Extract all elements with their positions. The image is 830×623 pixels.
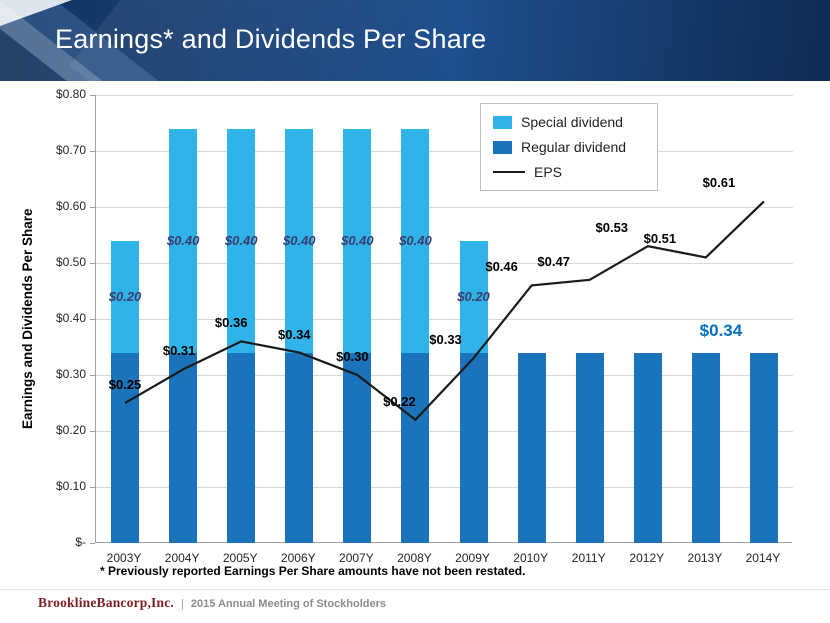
footer-separator: |: [180, 598, 184, 610]
x-tick-label: 2012Y: [629, 551, 665, 565]
x-tick-label: 2008Y: [397, 551, 432, 565]
regular-dividend-bar: [459, 352, 488, 543]
y-tick-label: $0.60: [55, 199, 86, 213]
special-dividend-label: $0.40: [399, 232, 432, 248]
y-tick-label: $-: [75, 535, 86, 549]
gridline: [96, 95, 793, 96]
y-tick-mark: [90, 431, 95, 432]
gridline: [96, 263, 793, 264]
gridline: [96, 487, 793, 488]
regular-dividend-swatch-icon: [493, 140, 512, 154]
regular-dividend-bar: [169, 352, 198, 543]
plot-area: $0.20 $0.40 $0.40 $0.40 $0.40 $0.40 $0.20 $0.25…: [95, 95, 793, 543]
special-dividend-label: $0.40: [283, 232, 316, 248]
gridline: [96, 151, 793, 152]
x-tick-label: 2010Y: [513, 551, 548, 565]
legend-item-regular-dividend: Regular dividend: [493, 139, 645, 155]
regular-dividend-bar: [749, 352, 778, 543]
x-tick-label: 2005Y: [222, 551, 258, 565]
eps-point-label: $0.51: [643, 231, 677, 247]
x-tick-label: 2013Y: [687, 551, 723, 565]
y-tick-label: $0.70: [55, 143, 86, 157]
footer-divider: [0, 589, 830, 590]
special-dividend-swatch-icon: [493, 115, 512, 129]
page-title: Earnings* and Dividends Per Share: [55, 24, 487, 54]
eps-point-label: $0.25: [108, 377, 142, 392]
eps-point-label: $0.22: [383, 393, 416, 409]
y-tick-mark: [90, 319, 95, 320]
y-tick-mark: [90, 543, 95, 544]
dividend-callout: $0.34: [699, 320, 743, 340]
x-tick-label: 2009Y: [455, 551, 490, 565]
regular-dividend-bar: [343, 352, 372, 543]
y-tick-label: $0.10: [55, 479, 86, 493]
special-dividend-label: $0.20: [108, 288, 142, 304]
regular-dividend-bar: [285, 352, 314, 543]
legend-label-eps: EPS: [534, 164, 563, 180]
regular-dividend-bar: [575, 352, 604, 543]
special-dividend-label: $0.40: [166, 232, 200, 248]
legend-label-regular: Regular dividend: [521, 139, 627, 155]
gridline: [96, 431, 793, 432]
x-tick-label: 2007Y: [339, 551, 374, 565]
y-tick-mark: [90, 151, 95, 152]
special-dividend-label: $0.20: [457, 288, 490, 304]
eps-point-label: $0.61: [702, 175, 736, 191]
y-tick-label: $0.80: [55, 87, 86, 101]
footer-text: 2015 Annual Meeting of Stockholders: [190, 598, 387, 610]
legend-item-eps: EPS: [493, 164, 645, 180]
eps-point-label: $0.36: [214, 315, 248, 331]
eps-point-label: $0.30: [336, 349, 369, 364]
eps-point-label: $0.31: [162, 343, 196, 359]
y-tick-label: $0.20: [55, 423, 86, 437]
gridline: [96, 207, 793, 208]
x-tick-label: 2003Y: [106, 551, 142, 565]
special-dividend-label: $0.40: [224, 232, 258, 248]
regular-dividend-bar: [401, 352, 430, 543]
x-tick-label: 2004Y: [164, 551, 200, 565]
x-tick-label: 2011Y: [571, 551, 606, 565]
slide-header: Earnings* and Dividends Per Share: [0, 0, 830, 81]
legend-item-special-dividend: Special dividend: [493, 114, 645, 130]
eps-point-label: $0.47: [537, 253, 570, 269]
regular-dividend-bar: [691, 352, 720, 543]
regular-dividend-bar: [517, 352, 546, 543]
x-tick-label: 2006Y: [280, 551, 316, 565]
x-tick-label: 2014Y: [745, 551, 781, 565]
eps-line-swatch-icon: [493, 171, 525, 173]
regular-dividend-bar: [633, 352, 662, 543]
slide-footer: BrooklineBancorp,Inc. | 2015 Annual Meet…: [38, 595, 386, 611]
eps-point-label: $0.33: [429, 332, 462, 348]
gridline: [96, 375, 793, 376]
y-tick-mark: [90, 95, 95, 96]
footnote: * Previously reported Earnings Per Share…: [100, 564, 526, 578]
regular-dividend-bar: [227, 352, 256, 543]
special-dividend-label: $0.40: [341, 232, 374, 248]
legend: Special dividend Regular dividend EPS: [480, 103, 658, 191]
y-tick-mark: [90, 263, 95, 264]
y-tick-label: $0.30: [55, 367, 86, 381]
eps-point-label: $0.46: [485, 259, 518, 275]
legend-label-special: Special dividend: [521, 114, 623, 130]
eps-point-label: $0.53: [595, 220, 629, 236]
y-tick-mark: [90, 375, 95, 376]
y-tick-mark: [90, 487, 95, 488]
y-tick-label: $0.50: [55, 255, 86, 269]
eps-point-label: $0.34: [278, 326, 311, 342]
y-tick-label: $0.40: [55, 311, 86, 325]
brand-logo: BrooklineBancorp,Inc.: [38, 595, 174, 610]
y-tick-mark: [90, 207, 95, 208]
